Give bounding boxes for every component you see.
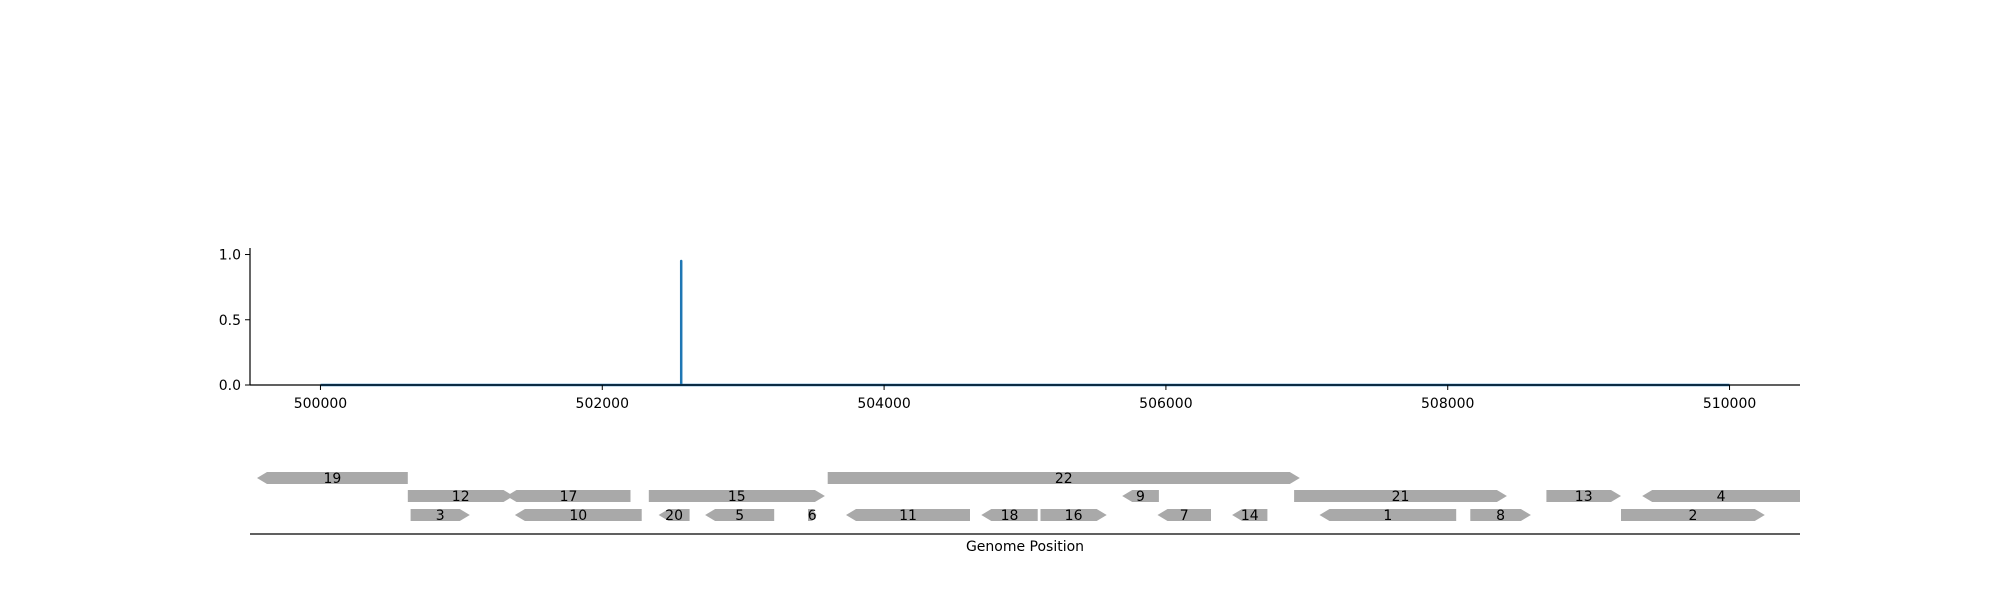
gene-label-12: 12 xyxy=(452,489,470,505)
gene-feature-4 xyxy=(1642,490,1800,502)
gene-label-3: 3 xyxy=(436,508,445,524)
gene-label-18: 18 xyxy=(1001,508,1019,524)
gene-label-15: 15 xyxy=(728,489,746,505)
gene-label-9: 9 xyxy=(1136,489,1145,505)
gene-feature-12 xyxy=(407,490,514,502)
gene-feature-16 xyxy=(1040,509,1107,521)
y-tick-label: 1.0 xyxy=(219,248,241,264)
gene-label-22: 22 xyxy=(1055,471,1073,487)
gene-label-5: 5 xyxy=(735,508,744,524)
coverage-plot: 0.0 0.5 1.0 500000 502000 504000 506000 508000 5… xyxy=(219,248,1800,412)
genome-position-label: Genome Position xyxy=(966,539,1084,555)
gene-label-21: 21 xyxy=(1392,489,1410,505)
gene-feature-5 xyxy=(705,509,775,521)
gene-feature-8 xyxy=(1470,509,1531,521)
gene-feature-14 xyxy=(1232,509,1268,521)
gene-feature-3 xyxy=(410,509,470,521)
gene-feature-9 xyxy=(1122,490,1159,502)
gene-label-14: 14 xyxy=(1241,508,1259,524)
gene-feature-15 xyxy=(648,490,825,502)
gene-feature-1 xyxy=(1319,509,1457,521)
gene-feature-11 xyxy=(846,509,970,521)
gene-label-11: 11 xyxy=(899,508,917,524)
gene-feature-7 xyxy=(1157,509,1211,521)
x-tick-label: 502000 xyxy=(576,396,629,412)
gene-feature-13 xyxy=(1546,490,1621,502)
gene-feature-2 xyxy=(1621,509,1765,521)
y-tick-label: 0.5 xyxy=(219,313,241,329)
gene-label-10: 10 xyxy=(569,508,587,524)
gene-label-8: 8 xyxy=(1496,508,1505,524)
x-tick-label: 510000 xyxy=(1703,396,1756,412)
x-tick-label: 506000 xyxy=(1139,396,1192,412)
gene-feature-19 xyxy=(257,472,408,484)
gene-feature-17 xyxy=(506,490,631,502)
gene-label-1: 1 xyxy=(1383,508,1392,524)
gene-label-16: 16 xyxy=(1065,508,1083,524)
gene-label-2: 2 xyxy=(1688,508,1697,524)
gene-label-13: 13 xyxy=(1575,489,1593,505)
gene-feature-20 xyxy=(658,509,690,521)
x-tick-label: 504000 xyxy=(857,396,910,412)
gene-label-19: 19 xyxy=(323,471,341,487)
gene-feature-10 xyxy=(514,509,642,521)
gene-label-6: 6 xyxy=(808,508,817,524)
gene-label-7: 7 xyxy=(1180,508,1189,524)
gene-label-4: 4 xyxy=(1717,489,1726,505)
gene-feature-6 xyxy=(808,509,817,521)
gene-feature-22 xyxy=(827,472,1300,484)
coverage-series-line-0 xyxy=(320,259,1730,387)
x-tick-label: 508000 xyxy=(1421,396,1474,412)
x-tick-label: 500000 xyxy=(294,396,347,412)
gene-label-17: 17 xyxy=(560,489,578,505)
y-tick-label: 0.0 xyxy=(219,378,241,394)
gene-feature-18 xyxy=(981,509,1038,521)
gene-label-20: 20 xyxy=(665,508,683,524)
gene-feature-21 xyxy=(1294,490,1507,502)
